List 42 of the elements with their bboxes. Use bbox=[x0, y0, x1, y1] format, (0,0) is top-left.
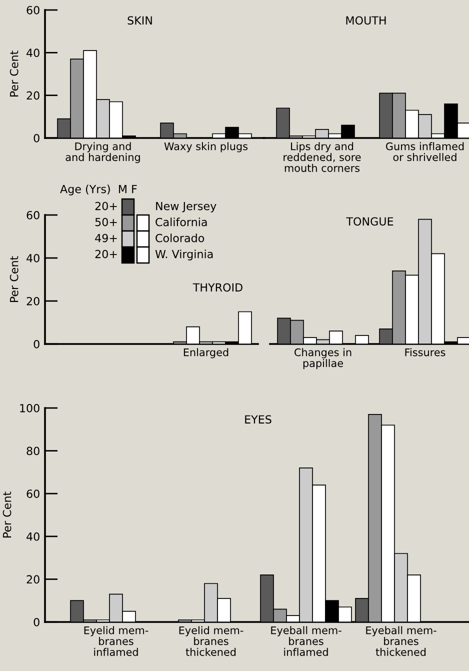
annotation: 49+ bbox=[95, 234, 117, 242]
annotation: 50+ bbox=[95, 218, 117, 226]
y-tick-label: 0 bbox=[34, 340, 40, 348]
y-tick-label: 0 bbox=[34, 618, 40, 626]
x-tick-label: Eyelid mem- branes inflamed bbox=[84, 626, 148, 656]
text: 20+ bbox=[95, 202, 117, 210]
annotation: 20+ bbox=[95, 250, 117, 258]
chart-title: SKIN bbox=[128, 16, 152, 25]
y-axis-title: Per Cent bbox=[2, 492, 12, 538]
legend-label: Colorado bbox=[156, 234, 204, 242]
legend-label: New Jersey bbox=[156, 202, 216, 212]
y-tick-label: 20 bbox=[26, 296, 40, 306]
y-tick-label: 100 bbox=[20, 404, 40, 412]
legend-label: W. Virginia bbox=[155, 250, 213, 260]
text: THYROID bbox=[192, 283, 242, 292]
y-tick-label: 60 bbox=[26, 490, 40, 498]
x-tick-label: Eyeball mem- branes inflamed bbox=[271, 626, 342, 656]
legend-label: California bbox=[156, 218, 207, 226]
text: EYES bbox=[245, 415, 272, 424]
x-tick-label: Changes in papillae bbox=[294, 348, 352, 370]
y-tick-label: 40 bbox=[26, 254, 40, 262]
y-tick-label: 60 bbox=[26, 6, 40, 14]
x-tick-label: Gums inflamed or shrivelled bbox=[386, 142, 464, 162]
x-tick-label: Eyelid mem- branes thickened bbox=[179, 626, 244, 656]
y-tick-label: 20 bbox=[26, 91, 40, 100]
y-tick-label: 20 bbox=[26, 575, 40, 584]
y-tick-label: 0 bbox=[34, 134, 40, 142]
y-axis-title: Per Cent bbox=[10, 256, 18, 302]
legend-title: Age (Yrs) M F bbox=[60, 184, 137, 196]
y-tick-label: 40 bbox=[26, 48, 40, 58]
x-tick-label: Waxy skin plugs bbox=[164, 142, 248, 152]
x-tick-label: Lips dry and reddened, sore mouth corners bbox=[284, 142, 361, 172]
x-tick-label: Fissures bbox=[405, 348, 446, 356]
y-axis-title: Per Cent bbox=[10, 50, 18, 97]
y-tick-label: 80 bbox=[26, 446, 40, 456]
chart-title: TONGUE bbox=[346, 217, 394, 226]
y-tick-label: 60 bbox=[26, 210, 40, 220]
chart-title: MOUTH bbox=[346, 16, 386, 25]
x-tick-label: Enlarged bbox=[184, 348, 228, 358]
x-tick-label: Eyeball mem- branes thickened bbox=[366, 626, 436, 656]
x-tick-label: Drying and and hardening bbox=[66, 142, 140, 164]
y-tick-label: 40 bbox=[26, 532, 40, 541]
